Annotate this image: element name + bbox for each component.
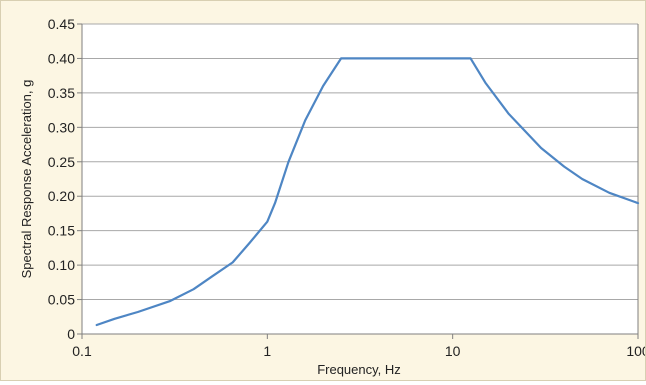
y-tick-label: 0.45 [48,16,75,32]
x-tick-label: 1 [263,343,271,359]
y-tick-label: 0.30 [48,119,75,135]
y-tick-label: 0.05 [48,292,75,308]
y-axis-title: Spectral Response Acceleration, g [19,80,34,279]
axes [77,23,639,339]
y-tick-label: 0.35 [48,85,75,101]
series-line [95,57,640,327]
x-tick-label: 10 [445,343,461,359]
x-tick-label: 100 [626,343,645,359]
x-tick-label: 0.1 [72,343,92,359]
gridlines [82,23,638,301]
y-tick-labels: 0 0.05 0.10 0.15 0.20 0.25 0.30 0.35 0.40 0.45 [48,16,75,342]
x-axis-title: Frequency, Hz [317,362,401,377]
y-tick-label: 0 [67,326,75,342]
y-tick-label: 0.25 [48,154,75,170]
y-tick-label: 0.20 [48,188,75,204]
y-tick-label: 0.15 [48,223,75,239]
plot-area [82,24,638,334]
series-group [95,57,640,327]
y-tick-label: 0.10 [48,257,75,273]
x-tick-labels: 0.1 1 10 100 [72,343,646,359]
y-tick-label: 0.40 [48,50,75,66]
